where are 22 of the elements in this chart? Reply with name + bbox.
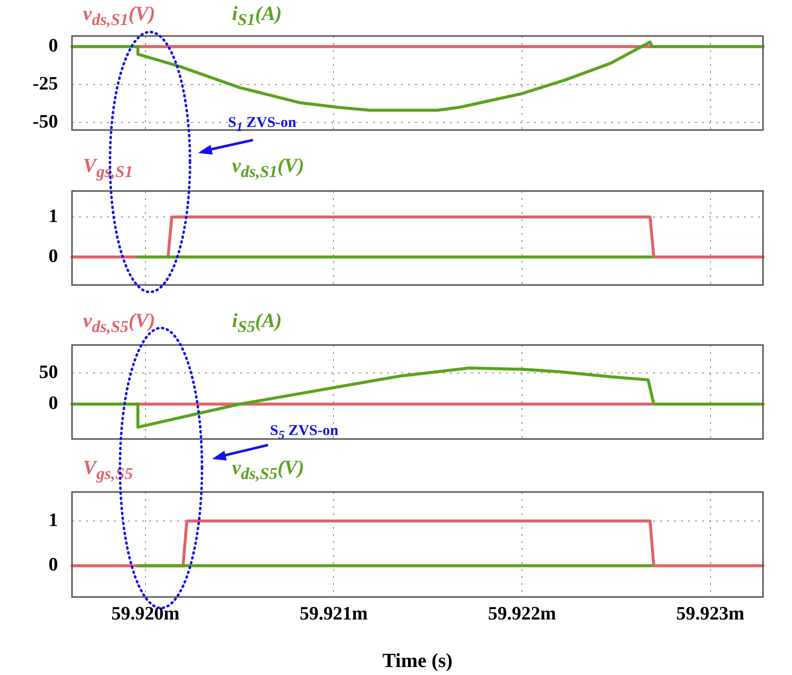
x-tick-label: 59.923m: [676, 603, 744, 624]
text: v$_{ds,S1}$(V): [232, 155, 304, 182]
text: V$_{gs,S1}$: [83, 155, 133, 182]
x-tick-label: 59.920m: [111, 603, 180, 624]
y-tick-label: 0: [48, 246, 58, 267]
y-tick-label: -50: [32, 111, 58, 132]
x-axis-title: Time (s): [382, 650, 453, 673]
text: i$_{S5}$(A): [232, 310, 282, 337]
x-tick-label: 59.922m: [488, 603, 556, 624]
y-tick-label: -25: [32, 73, 58, 94]
text: i$_{S1}$(A): [232, 3, 282, 30]
y-tick-label: 50: [39, 362, 58, 383]
y-tick-label: 1: [48, 206, 58, 227]
x-tick-label: 59.921m: [300, 603, 368, 624]
series-label: v$_{ds,S1}$(V): [83, 3, 156, 30]
y-tick-label: 0: [48, 554, 58, 576]
y-tick-label: 1: [48, 510, 58, 531]
annotation: S$_{5}$ ZVS-on: [270, 423, 338, 443]
text: v$_{ds,S5}$(V): [83, 310, 156, 337]
y-tick-label: 0: [48, 393, 58, 414]
y-tick-label: 0: [48, 36, 58, 57]
text: v$_{ds,S5}$(V): [232, 457, 304, 484]
